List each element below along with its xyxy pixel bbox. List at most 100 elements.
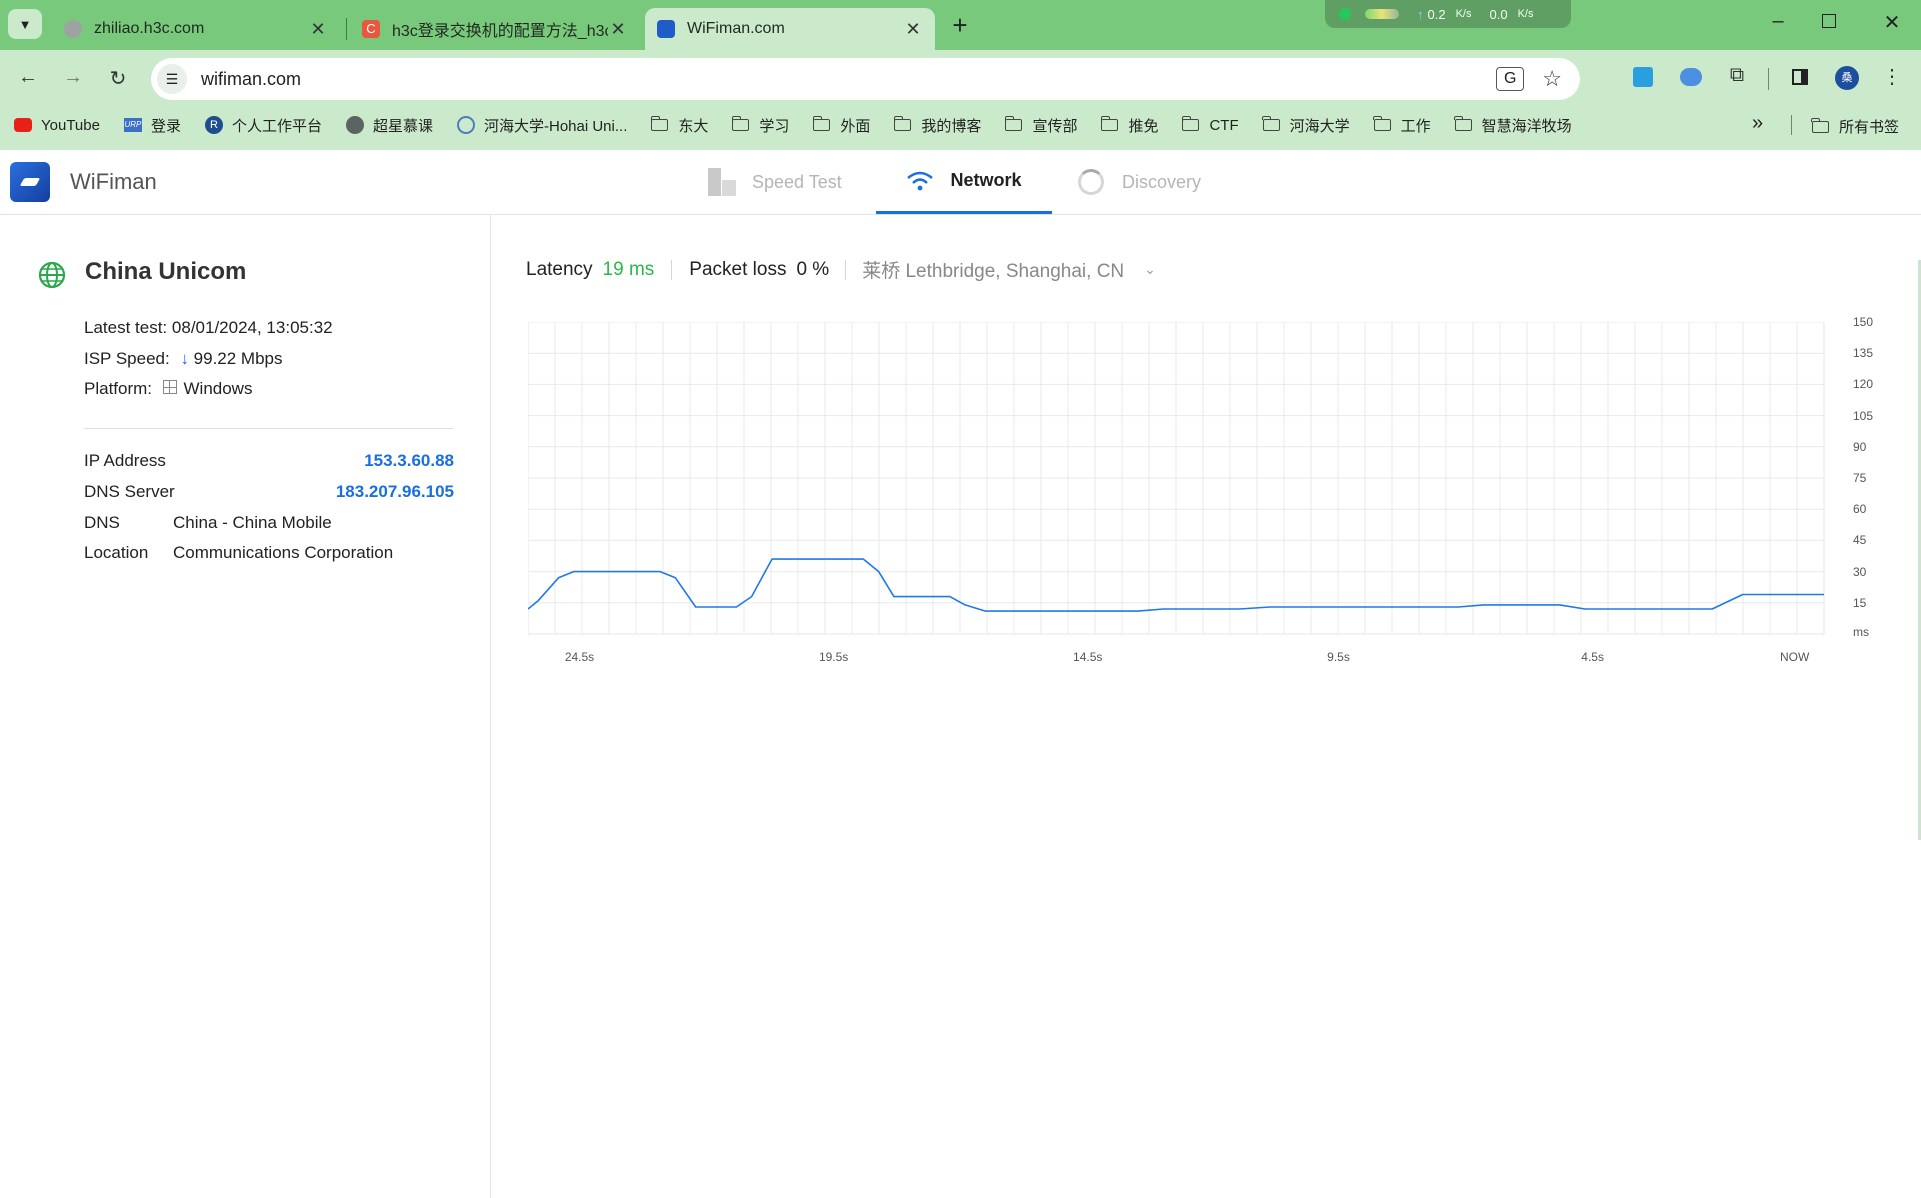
tab-network[interactable]: Network [876,150,1052,214]
forward-button[interactable]: → [58,66,88,89]
wifiman-favicon [657,20,675,38]
discovery-label: Discovery [1122,171,1202,192]
bookmark-folder-outside[interactable]: 外面 [812,115,870,136]
isp-speed-row: ISP Speed: ↓ 99.22 Mbps [84,349,454,369]
extensions-button[interactable]: ⧉ [1722,64,1752,87]
x-tick-label: 9.5s [1327,650,1350,664]
download-speed: 0.0 [1489,6,1508,22]
y-tick-label: 15 [1853,595,1867,610]
restore-button[interactable] [1822,14,1836,28]
y-tick-label: 105 [1853,408,1874,423]
dns-label: DNS [84,513,120,532]
side-panel-button[interactable] [1792,69,1808,85]
bookmark-label: 超星慕课 [372,117,433,135]
platform-row: Platform: Windows [84,379,454,399]
close-icon: ✕ [1883,12,1901,34]
latency-line [528,558,1824,612]
back-button[interactable]: ← [13,66,43,89]
bookmark-folder-hohai[interactable]: 河海大学 [1262,115,1350,136]
bookmark-personal-platform[interactable]: R 个人工作平台 [204,115,322,136]
bookmark-youtube[interactable]: YouTube [14,117,100,134]
bookmark-label: 东大 [678,117,709,135]
bookmark-folder-publicity[interactable]: 宣传部 [1004,115,1077,136]
bookmark-folder-ctf[interactable]: CTF [1181,116,1239,134]
profile-avatar[interactable]: 桑 [1835,66,1859,90]
tab-search-button[interactable]: ▼ [8,9,42,39]
bookmark-star-icon[interactable]: ☆ [1542,66,1562,91]
dns-row: DNS China - China Mobile [84,513,454,533]
close-icon[interactable]: ✕ [310,18,326,39]
bookmark-folder-study[interactable]: 学习 [731,115,789,136]
y-tick-label: 60 [1853,502,1867,517]
reload-button[interactable]: ↻ [103,66,133,91]
tab-discovery[interactable]: Discovery [1078,150,1228,214]
download-extension-icon[interactable] [1633,67,1653,87]
menu-button[interactable]: ⋮ [1877,64,1907,89]
translate-icon[interactable]: G [1496,67,1525,91]
wifi-icon [907,171,934,190]
close-window-button[interactable]: ✕ [1880,10,1904,40]
y-tick-label: 150 [1853,315,1874,329]
bookmark-label: 个人工作平台 [231,117,322,135]
folder-icon [1181,116,1200,131]
server-selector[interactable]: 莱桥 Lethbridge, Shanghai, CN ⌄ [862,256,1156,283]
y-unit-label: ms [1853,625,1869,639]
toolbar-divider [1768,68,1769,90]
platform-value: Windows [183,379,253,398]
cloud-extension-icon[interactable] [1680,68,1702,86]
y-tick-label: 45 [1853,533,1867,548]
bookmark-folder-work[interactable]: 工作 [1373,115,1431,136]
bookmark-hohai[interactable]: 河海大学-Hohai Uni... [457,115,627,136]
tab-wifiman[interactable]: WiFiman.com ✕ [645,8,935,50]
x-tick-label: 4.5s [1581,650,1604,664]
minimize-icon: – [1772,10,1784,32]
forward-arrow-icon: → [63,66,83,88]
folder-icon [1004,116,1023,131]
latest-test-label: Latest test: [84,318,168,337]
app-header [0,150,1921,215]
upload-arrow-icon: ↑ [1417,6,1424,22]
ip-address-value[interactable]: 153.3.60.88 [364,451,454,470]
urp-icon: URP [123,118,142,132]
all-bookmarks[interactable]: 所有书签 [1811,116,1899,137]
wifiman-logo-icon [19,178,41,186]
bookmark-folder-blog[interactable]: 我的博客 [893,115,981,136]
bookmark-folder-tuimian[interactable]: 推免 [1100,115,1158,136]
speed-test-label: Speed Test [752,171,842,192]
new-tab-button[interactable]: + [952,10,968,40]
tab-title: WiFiman.com [687,20,785,37]
meter-icon [1365,9,1399,19]
summary-divider [845,259,847,280]
close-icon[interactable]: ✕ [610,18,626,39]
isp-speed-label: ISP Speed: [84,349,170,368]
youtube-icon [14,118,32,132]
folder-icon [1811,117,1829,133]
minimize-button[interactable]: – [1766,10,1790,40]
bookmark-folder-dongda[interactable]: 东大 [650,115,709,136]
bookmarks-divider [1791,115,1792,135]
bookmark-folder-ocean[interactable]: 智慧海洋牧场 [1454,115,1572,136]
bookmark-chaoxing[interactable]: 超星慕课 [345,115,433,136]
windows-icon [162,380,177,394]
tab-speed-test[interactable]: Speed Test [708,150,868,214]
tab-separator [346,18,347,40]
upload-speed: 0.2 [1427,6,1446,22]
dns-server-label: DNS Server [84,482,175,501]
bookmark-login[interactable]: URP 登录 [123,115,181,136]
dns-server-value[interactable]: 183.207.96.105 [335,482,454,501]
address-bar[interactable]: ☰ wifiman.com G ☆ [151,58,1580,100]
net-speed-widget: ↑ 0.2 K/s 0.0 K/s [1325,0,1571,28]
back-arrow-icon: ← [18,66,38,88]
folder-icon [1454,116,1472,131]
hohai-icon [457,116,475,134]
y-tick-label: 30 [1853,564,1867,579]
close-icon[interactable]: ✕ [905,18,921,39]
bookmark-label: 登录 [150,117,181,135]
discovery-icon [1078,169,1104,195]
upload-unit: K/s [1455,8,1472,20]
tab-zhiliao[interactable]: zhiliao.h3c.com ✕ [52,8,340,50]
bookmarks-overflow-button[interactable]: » [1752,112,1763,135]
latency-value: 19 ms [602,258,655,280]
wifiman-logo[interactable] [10,162,50,202]
tab-h3c[interactable]: C h3c登录交换机的配置方法_h3c ✕ [350,8,640,50]
